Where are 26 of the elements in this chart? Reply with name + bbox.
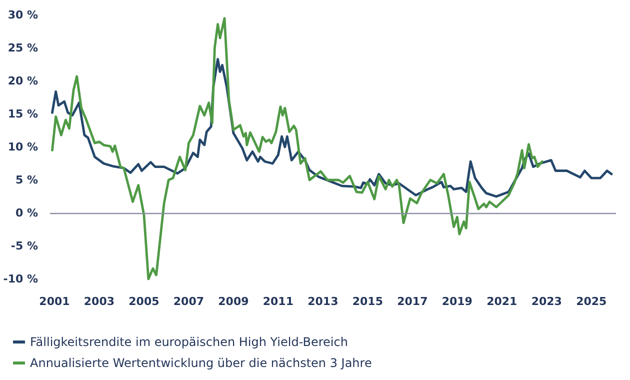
y-tick-label: -10 % bbox=[3, 272, 38, 286]
y-tick-label: 20 % bbox=[8, 74, 38, 88]
x-tick-label: 2017 bbox=[397, 295, 428, 308]
x-tick-label: 2019 bbox=[442, 295, 472, 308]
x-tick-label: 2013 bbox=[308, 295, 338, 308]
x-tick-label: 2001 bbox=[39, 295, 70, 308]
y-tick-label: 25 % bbox=[8, 42, 38, 54]
line-series bbox=[51, 17, 544, 280]
y-tick-label: 5 % bbox=[15, 174, 38, 186]
x-tick-label: 2025 bbox=[576, 295, 607, 308]
y-tick-label: 0 % bbox=[15, 206, 38, 220]
y-tick-label: 15 % bbox=[8, 108, 38, 120]
x-tick-label: 2021 bbox=[486, 295, 518, 308]
x-tick-label: 2003 bbox=[84, 295, 115, 308]
y-tick-label: 30 % bbox=[8, 8, 38, 22]
legend-label: Fälligkeitsrendite im europäischen High Yield-Bereich bbox=[30, 335, 348, 349]
y-tick-label: -5 % bbox=[10, 240, 38, 252]
x-tick-label: 2011 bbox=[262, 295, 294, 308]
x-tick-label: 2005 bbox=[128, 295, 160, 308]
x-tick-label: 2009 bbox=[218, 295, 249, 308]
x-tick-label: 2023 bbox=[531, 295, 562, 308]
y-tick-label: 10 % bbox=[8, 140, 38, 154]
line-series bbox=[51, 58, 613, 198]
x-tick-label: 2015 bbox=[352, 295, 383, 308]
legend-label: Annualisierte Wertentwicklung über die nächsten 3 Jahre bbox=[30, 356, 372, 370]
x-tick-label: 2007 bbox=[173, 295, 204, 308]
